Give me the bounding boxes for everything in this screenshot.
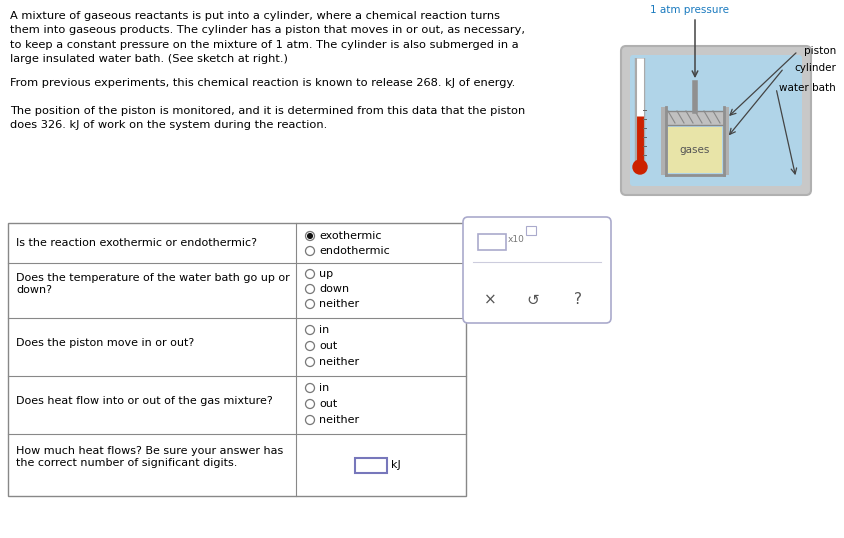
Text: neither: neither [319, 299, 359, 309]
Circle shape [306, 270, 314, 279]
Bar [354, 457, 387, 472]
Bar [660, 107, 665, 175]
Bar [8, 223, 465, 496]
Bar [525, 226, 535, 235]
Text: x10: x10 [507, 235, 524, 244]
Circle shape [306, 357, 314, 366]
Text: ↺: ↺ [526, 293, 538, 308]
Bar [478, 234, 506, 250]
Text: 1 atm pressure: 1 atm pressure [649, 5, 728, 15]
Text: the correct number of significant digits.: the correct number of significant digits… [16, 458, 237, 468]
Text: cylinder: cylinder [793, 63, 835, 73]
Circle shape [306, 415, 314, 424]
Text: Does the temperature of the water bath go up or: Does the temperature of the water bath g… [16, 273, 289, 283]
Text: The position of the piston is monitored, and it is determined from this data tha: The position of the piston is monitored,… [10, 106, 525, 130]
Text: From previous experiments, this chemical reaction is known to release 268. kJ of: From previous experiments, this chemical… [10, 78, 515, 88]
Circle shape [306, 342, 314, 350]
Text: How much heat flows? Be sure your answer has: How much heat flows? Be sure your answer… [16, 446, 283, 456]
Bar [665, 111, 723, 125]
Text: exothermic: exothermic [319, 231, 381, 241]
Text: ?: ? [573, 293, 582, 308]
Circle shape [306, 384, 314, 393]
Text: water bath: water bath [778, 83, 835, 93]
Circle shape [306, 300, 314, 308]
Circle shape [306, 231, 314, 240]
Text: Does the piston move in or out?: Does the piston move in or out? [16, 338, 194, 348]
Text: piston: piston [803, 46, 835, 56]
Text: out: out [319, 399, 337, 409]
Circle shape [306, 325, 314, 335]
Bar [723, 107, 728, 175]
Text: kJ: kJ [391, 460, 400, 470]
Circle shape [306, 246, 314, 256]
Text: Does heat flow into or out of the gas mixture?: Does heat flow into or out of the gas mi… [16, 396, 273, 406]
Text: up: up [319, 269, 333, 279]
Circle shape [632, 160, 647, 174]
Text: down?: down? [16, 285, 52, 295]
Text: in: in [319, 325, 329, 335]
Text: in: in [319, 383, 329, 393]
FancyBboxPatch shape [463, 217, 610, 323]
Circle shape [307, 233, 312, 238]
Text: ×: × [483, 293, 495, 308]
Text: gases: gases [679, 145, 709, 155]
Text: Is the reaction exothermic or endothermic?: Is the reaction exothermic or endothermi… [16, 238, 257, 248]
FancyBboxPatch shape [620, 46, 810, 195]
Text: down: down [319, 284, 349, 294]
Text: A mixture of gaseous reactants is put into a cylinder, where a chemical reaction: A mixture of gaseous reactants is put in… [10, 11, 524, 64]
Text: neither: neither [319, 357, 359, 367]
Circle shape [306, 285, 314, 294]
Bar [668, 127, 721, 173]
Text: endothermic: endothermic [319, 246, 389, 256]
FancyBboxPatch shape [630, 55, 801, 186]
Text: neither: neither [319, 415, 359, 425]
Text: out: out [319, 341, 337, 351]
Circle shape [306, 400, 314, 408]
